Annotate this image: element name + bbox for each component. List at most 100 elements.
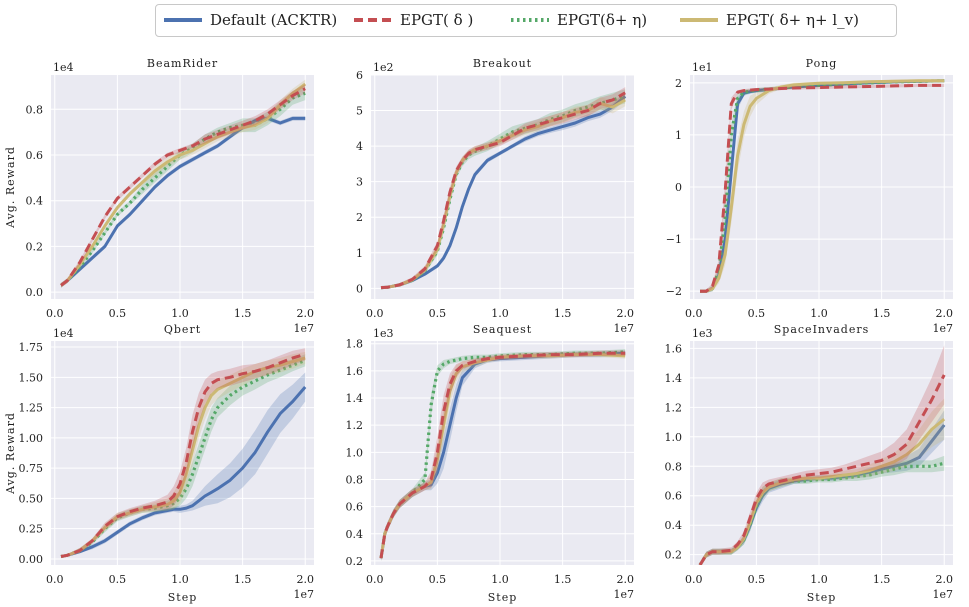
x-multiplier: 1e7 <box>293 588 314 601</box>
x-tick-label: 2.0 <box>616 307 634 320</box>
y-tick-label: 1.6 <box>346 365 364 378</box>
chart-title: Pong <box>806 57 838 70</box>
x-tick-label: 2.0 <box>935 573 953 586</box>
y-tick-label: 2 <box>356 211 363 224</box>
y-tick-label: 1.50 <box>19 371 44 384</box>
panel-pong: −2 −1 0 1 2 0.0 0.5 1.0 1.5 2.0 1e7 1e1 Pong <box>666 57 953 335</box>
series-band <box>381 92 626 289</box>
series-line <box>60 87 306 287</box>
y-tick-label: 1 <box>675 129 682 142</box>
plot-background <box>371 75 634 299</box>
y-tick-label: 0.8 <box>26 103 44 116</box>
legend-label: EPGT( δ ) <box>400 11 473 29</box>
x-tick-label: 1.5 <box>873 307 891 320</box>
series-line <box>380 95 627 290</box>
x-tick-label: 0.0 <box>366 573 384 586</box>
y-tick-label: 6 <box>356 69 363 82</box>
chart-title: Breakout <box>473 57 532 70</box>
legend: Default (ACKTR) EPGT( δ ) EPGT(δ+ η) EPGT( … <box>155 4 897 37</box>
x-tick-label: 1.5 <box>554 573 572 586</box>
x-tick-label: 1.0 <box>171 573 189 586</box>
series-band <box>381 87 626 289</box>
y-tick-label: 5 <box>356 105 363 118</box>
series-band <box>61 354 306 558</box>
x-tick-label: 2.0 <box>296 307 314 320</box>
legend-label: EPGT(δ+ η) <box>557 11 647 29</box>
series-line <box>60 386 307 558</box>
chart-title: BeamRider <box>147 57 218 70</box>
y-multiplier: 1e3 <box>373 327 394 340</box>
x-tick-label: 1.5 <box>873 573 891 586</box>
x-tick-label: 1.0 <box>171 307 189 320</box>
x-tick-label: 0.0 <box>46 573 64 586</box>
y-axis-label: Avg. Reward <box>4 412 17 495</box>
y-multiplier: 1e3 <box>692 327 713 340</box>
series-band <box>61 372 306 558</box>
x-tick-label: 1.5 <box>554 307 572 320</box>
x-tick-label: 2.0 <box>616 573 634 586</box>
panel-breakout: 0 1 2 3 4 5 6 0.0 0.5 1.0 1.5 2.0 1e7 1e2 Breakout <box>356 57 634 335</box>
y-tick-label: 0.6 <box>346 501 364 514</box>
y-tick-label: 1.4 <box>346 392 364 405</box>
y-multiplier: 1e1 <box>692 61 713 74</box>
y-tick-label: 0.2 <box>26 240 44 253</box>
panel-beamrider: 0.0 0.2 0.4 0.6 0.8 0.0 0.5 1.0 1.5 2.0 1e7 1e4 Beam… <box>4 57 314 335</box>
x-tick-label: 1.5 <box>234 307 252 320</box>
x-axis-label: Step <box>807 591 837 604</box>
series-band <box>61 86 306 288</box>
series-line <box>60 82 307 287</box>
x-tick-label: 0.0 <box>685 307 703 320</box>
x-tick-label: 2.0 <box>935 307 953 320</box>
y-tick-label: 0.50 <box>19 492 44 505</box>
y-tick-label: 1.8 <box>346 338 364 351</box>
y-tick-label: 4 <box>356 140 363 153</box>
x-tick-label: 2.0 <box>296 573 314 586</box>
y-tick-label: 0.8 <box>665 460 683 473</box>
legend-label: Default (ACKTR) <box>210 11 337 29</box>
y-tick-label: 0.00 <box>19 553 44 566</box>
x-axis-label: Step <box>168 591 198 604</box>
y-tick-label: 1.2 <box>665 401 683 414</box>
series-line <box>60 352 306 558</box>
series-line <box>698 374 946 565</box>
series-group <box>380 87 627 290</box>
panel-seaquest: 0.2 0.4 0.6 0.8 1.0 1.2 1.4 1.6 1.8 0.0 0.5 1.0 1.5 2… <box>346 323 634 604</box>
series-group <box>379 349 626 561</box>
series-line <box>700 79 945 293</box>
x-tick-label: 0.5 <box>748 573 766 586</box>
series-band <box>61 79 306 288</box>
y-tick-label: 0.75 <box>19 462 44 475</box>
y-tick-label: 1.0 <box>665 431 683 444</box>
x-tick-label: 0.5 <box>109 307 127 320</box>
y-tick-label: 0 <box>356 282 363 295</box>
y-tick-label: 1.25 <box>19 402 44 415</box>
y-tick-label: 0.4 <box>665 519 683 532</box>
plot-background <box>371 341 634 565</box>
x-multiplier: 1e7 <box>932 588 953 601</box>
y-tick-label: 0 <box>675 181 682 194</box>
legend-label: EPGT( δ+ η+ l_v) <box>726 11 859 29</box>
y-tick-label: 1.75 <box>19 341 44 354</box>
series-group <box>60 348 307 559</box>
x-tick-label: 0.0 <box>46 307 64 320</box>
y-tick-label: 0.6 <box>26 149 44 162</box>
x-axis-label: Step <box>488 591 518 604</box>
series-line <box>380 91 626 290</box>
series-line <box>60 91 306 287</box>
series-band <box>700 410 945 565</box>
y-tick-label: 3 <box>356 176 363 189</box>
y-tick-label: 1.6 <box>665 342 683 355</box>
plot-background <box>51 341 314 565</box>
x-tick-label: 0.5 <box>429 307 447 320</box>
y-tick-label: 2 <box>675 77 682 90</box>
chart-title: Seaquest <box>473 323 532 336</box>
panel-qbert: 0.00 0.25 0.50 0.75 1.00 1.25 1.50 1.75 0.0 0.5 1.… <box>4 323 314 604</box>
y-multiplier: 1e4 <box>53 61 74 74</box>
x-tick-label: 0.5 <box>109 573 127 586</box>
chart-title: Qbert <box>164 323 201 336</box>
series-group <box>700 79 945 293</box>
x-tick-label: 0.0 <box>685 573 703 586</box>
panel-spaceinvaders: 0.2 0.4 0.6 0.8 1.0 1.2 1.4 1.6 0.0 0.5 1.0 1.5 2.0 1… <box>665 323 953 604</box>
x-multiplier: 1e7 <box>613 588 634 601</box>
y-tick-label: 0.25 <box>19 523 44 536</box>
